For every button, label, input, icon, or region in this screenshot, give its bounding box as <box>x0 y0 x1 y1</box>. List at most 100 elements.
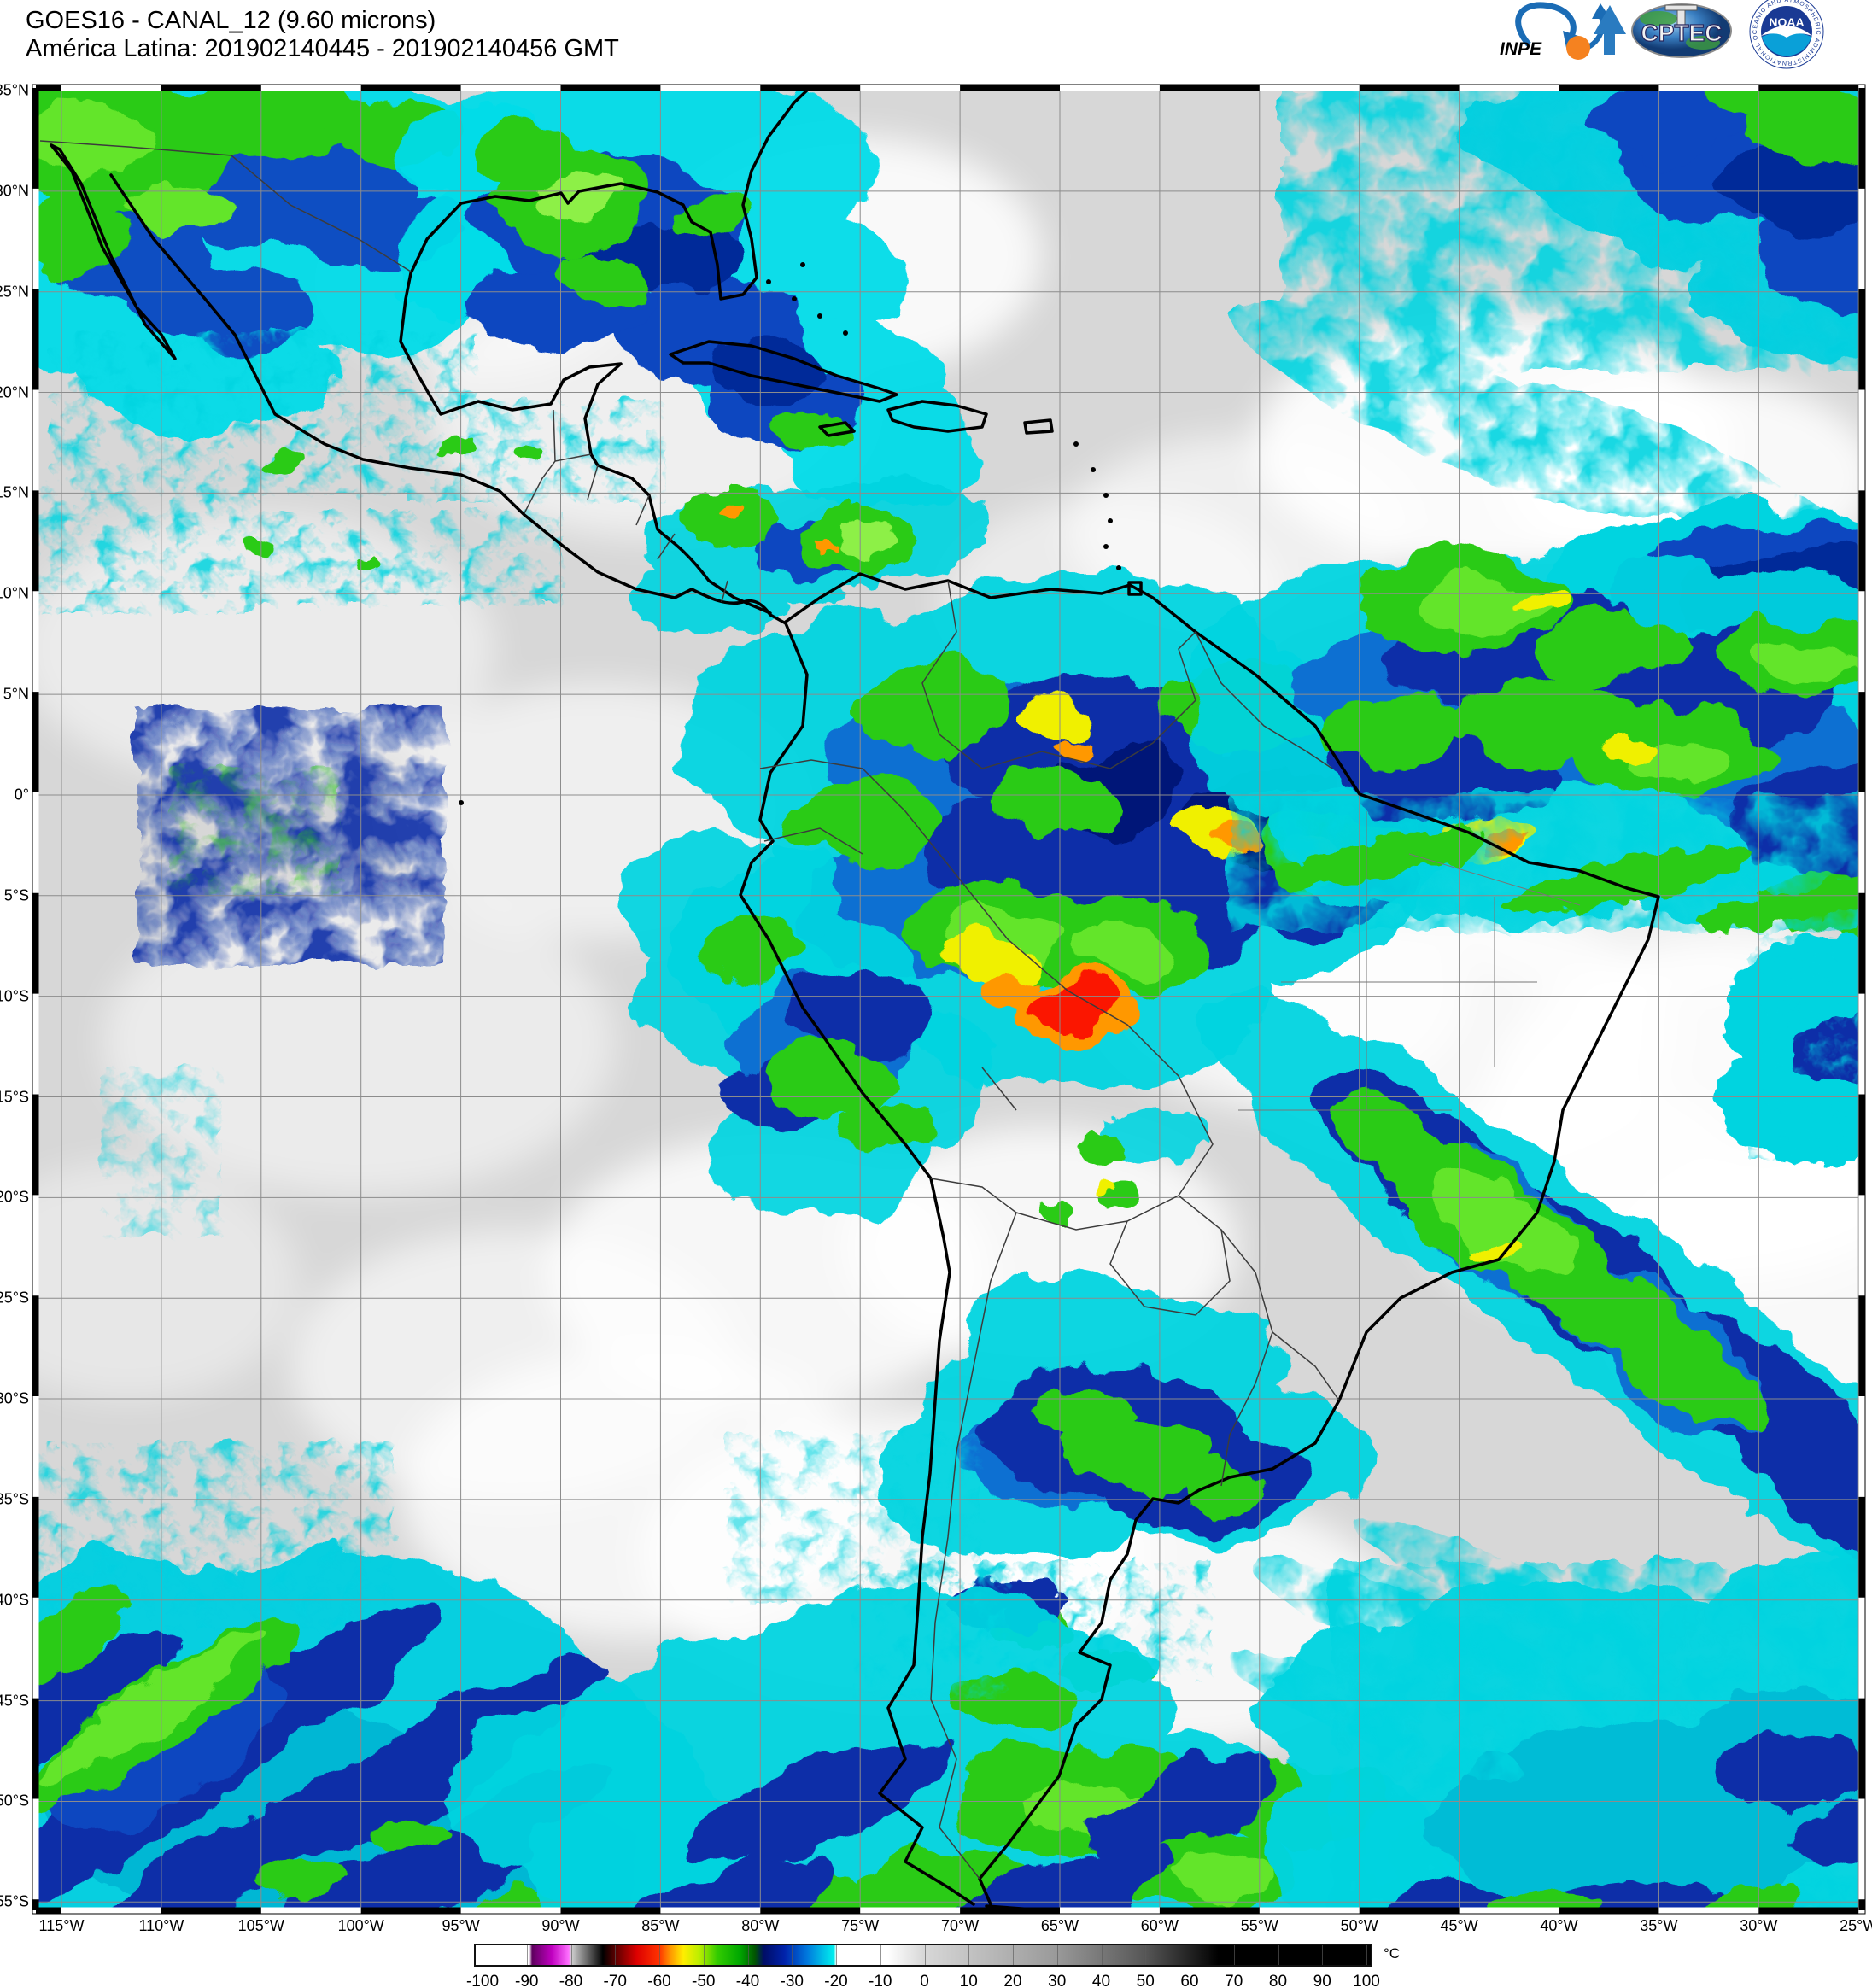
cold-cloud-layer <box>36 88 1862 1910</box>
colorbar-tick-mark <box>1101 1945 1103 1965</box>
lon-label: 55°W <box>1240 1917 1278 1934</box>
title-line2: América Latina: 201902140445 - 201902140… <box>26 35 619 62</box>
lon-label: 80°W <box>741 1917 780 1934</box>
cptec-label: CPTEC <box>1641 20 1723 46</box>
cloud-system-gulf-of-mexico <box>393 88 982 512</box>
lat-label: 5°S <box>3 886 29 904</box>
colorbar-gradient <box>474 1944 1372 1967</box>
graticule-grid <box>36 88 1862 1910</box>
colorbar-tick-mark <box>1145 1945 1147 1965</box>
coldest-cloud-top-red-core <box>1040 985 1115 1031</box>
lon-label: 40°W <box>1540 1917 1578 1934</box>
small-islands <box>459 262 1121 805</box>
lon-label: 95°W <box>442 1917 480 1934</box>
colorbar-tick-label: -30 <box>780 1973 804 1988</box>
lat-label: 40°S <box>0 1591 29 1609</box>
temperature-colorbar: -100 -90 -80 -70 -60 -50 -40 -30 -20 -10 0 10 20 30 40… <box>466 1938 1424 1988</box>
colorbar-tick-label: 80 <box>1268 1973 1288 1988</box>
colorbar-tick-mark <box>880 1945 881 1965</box>
colorbar-tick-mark <box>1013 1945 1014 1965</box>
map-frame <box>32 84 1866 1915</box>
lat-label: 25°S <box>0 1289 29 1307</box>
lat-label: 45°S <box>0 1692 29 1710</box>
colorbar-tick-label: 70 <box>1225 1973 1243 1988</box>
lon-label: 115°W <box>38 1917 85 1934</box>
coastlines <box>50 88 1660 1910</box>
colorbar-tick-label: -100 <box>465 1973 500 1988</box>
colorbar-tick-mark <box>659 1945 660 1965</box>
colorbar-tick-mark <box>792 1945 793 1965</box>
colorbar-tick-label: -90 <box>515 1973 539 1988</box>
cloud-cells-paraguay <box>1042 1110 1204 1224</box>
lon-label: 105°W <box>237 1917 284 1934</box>
colorbar-tick-label: -80 <box>559 1973 583 1988</box>
lon-label: 65°W <box>1040 1917 1079 1934</box>
page-title: GOES16 - CANAL_12 (9.60 microns) América… <box>26 7 619 63</box>
cptec-logo: CPTEC <box>1631 3 1732 58</box>
noaa-label: NOAA <box>1769 15 1804 29</box>
colorbar-tick-label: 40 <box>1091 1973 1111 1988</box>
country-borders <box>39 140 1340 1880</box>
lon-label: 30°W <box>1740 1917 1778 1934</box>
cloud-band-itcz <box>1230 794 1862 933</box>
lat-label: 35°N <box>0 81 29 99</box>
cloud-cells-colombia-venezuela <box>632 478 991 636</box>
state-borders <box>1238 811 1581 1111</box>
lat-label: 10°N <box>0 584 29 602</box>
cloud-speckles-pacific-mexico <box>36 333 666 615</box>
lat-label: 20°S <box>0 1188 29 1206</box>
colorbar-tick-mark <box>1056 1945 1058 1965</box>
lat-label: 20°N <box>0 383 29 401</box>
colorbar-tick-mark <box>924 1945 926 1965</box>
colorbar-tick-label: 100 <box>1353 1973 1380 1988</box>
inpe-label: INPE <box>1500 39 1542 59</box>
lat-label: 55°S <box>0 1892 29 1910</box>
lon-label: 50°W <box>1340 1917 1378 1934</box>
title-line1: GOES16 - CANAL_12 (9.60 microns) <box>26 7 436 34</box>
lat-label: 30°N <box>0 182 29 200</box>
lat-label: 50°S <box>0 1792 29 1810</box>
colorbar-tick-label: -70 <box>603 1973 627 1988</box>
colorbar-tick-label: 0 <box>920 1973 929 1988</box>
lon-label: 85°W <box>641 1917 680 1934</box>
colorbar-tick-label: 50 <box>1136 1973 1155 1988</box>
logo-strip: INPE CPTEC NATIONAL OCEANIC AND ATMOSPHE… <box>1462 0 1824 69</box>
lon-label: 110°W <box>138 1917 184 1934</box>
lon-label: 75°W <box>841 1917 880 1934</box>
lat-label: 5°N <box>3 685 29 703</box>
colorbar-tick-mark <box>1366 1945 1367 1965</box>
colorbar-tick-mark <box>1278 1945 1279 1965</box>
lat-label: 15°S <box>0 1088 29 1105</box>
colorbar-tick-label: 20 <box>1003 1973 1022 1988</box>
colorbar-tick-label: -50 <box>692 1973 716 1988</box>
colorbar-tick-mark <box>836 1945 837 1965</box>
lat-label: 25°N <box>0 283 29 301</box>
colorbar-tick-mark <box>968 1945 970 1965</box>
colorbar-tick-label: -60 <box>647 1973 671 1988</box>
colorbar-tick-mark <box>526 1945 528 1965</box>
lon-label: 100°W <box>337 1917 384 1934</box>
colorbar-tick-label: 60 <box>1180 1973 1199 1988</box>
lon-label: 60°W <box>1140 1917 1179 1934</box>
lon-label: 25°W <box>1840 1917 1872 1934</box>
lon-label: 45°W <box>1440 1917 1478 1934</box>
lon-label: 35°W <box>1640 1917 1678 1934</box>
colorbar-tick-mark <box>615 1945 617 1965</box>
cloud-band-se-brazil <box>1208 992 1862 1591</box>
colorbar-tick-mark <box>1322 1945 1324 1965</box>
lat-label: 35°S <box>0 1490 29 1508</box>
lat-label: 30°S <box>0 1389 29 1407</box>
colorbar-tick-label: 30 <box>1048 1973 1067 1988</box>
lat-label: 0° <box>14 786 29 804</box>
colorbar-tick-label: -20 <box>824 1973 848 1988</box>
colorbar-tick-label: -40 <box>735 1973 760 1988</box>
colorbar-unit: °C <box>1384 1945 1401 1962</box>
colorbar-tick-label: 10 <box>959 1973 978 1988</box>
cloud-system-south-atlantic <box>1224 935 1862 1910</box>
colorbar-tick-mark <box>747 1945 749 1965</box>
colorbar-tick-mark <box>703 1945 705 1965</box>
inpe-logo: INPE <box>1500 2 1626 60</box>
colorbar-tick-label: -10 <box>869 1973 892 1988</box>
